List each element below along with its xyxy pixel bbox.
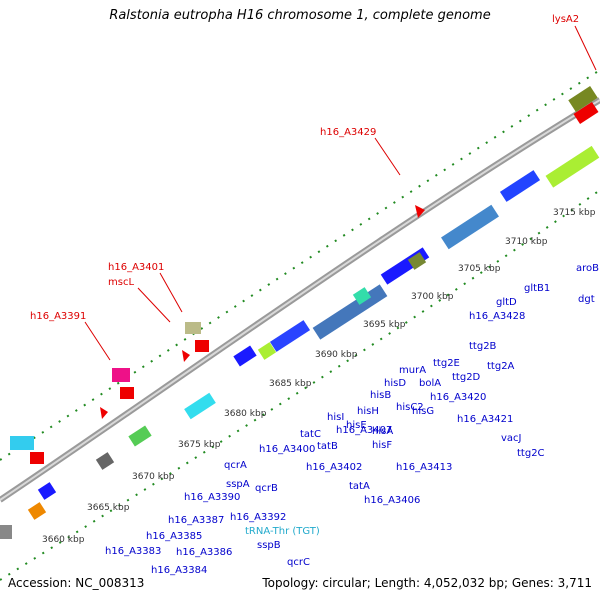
gene-label[interactable]: h16_A3386 <box>176 547 232 558</box>
forward-strand-genes <box>10 86 599 464</box>
gene-label[interactable]: aroB <box>576 263 599 274</box>
scale-label: 3685 kbp <box>269 379 312 389</box>
gene-label[interactable]: h16_A3383 <box>105 546 161 557</box>
gene-label[interactable]: h16_A3413 <box>396 462 452 473</box>
gene-label[interactable]: h16_A3407 <box>336 425 392 436</box>
gene-label[interactable]: ttg2D <box>452 372 481 383</box>
scale-label: 3680 kbp <box>224 409 267 419</box>
map-title: Ralstonia eutropha H16 chromosome 1, com… <box>109 8 491 23</box>
scale-label: 3710 kbp <box>505 237 548 247</box>
gene-label[interactable]: hisB <box>370 390 391 401</box>
gene-label[interactable]: hisC2 <box>396 402 424 413</box>
gene-label[interactable]: hisD <box>384 378 406 389</box>
gene-label[interactable]: qcrA <box>224 460 247 471</box>
scale-label: 3700 kbp <box>411 292 454 302</box>
gene-label[interactable]: hisH <box>357 406 379 417</box>
gene-label[interactable]: ttg2A <box>487 361 515 372</box>
gene-label[interactable]: ttg2B <box>469 341 497 352</box>
gene-label[interactable]: h16_A3401 <box>108 262 164 273</box>
gene-label[interactable]: gltB1 <box>524 283 550 294</box>
gene-label[interactable]: hisG <box>412 406 434 417</box>
gene-label[interactable]: h16_A3429 <box>320 127 376 138</box>
gene-label[interactable]: h16_A3387 <box>168 515 224 526</box>
gene-label[interactable]: tatB <box>317 441 338 452</box>
gene-label[interactable]: hisA <box>372 426 393 437</box>
gene-label[interactable]: h16_A3392 <box>230 512 286 523</box>
chromosome-backbone-highlight <box>0 99 600 501</box>
gene-label[interactable]: tatC <box>300 429 321 440</box>
gene-label[interactable]: hisE <box>346 420 367 431</box>
gene-label[interactable]: lysA2 <box>552 14 579 25</box>
reverse-strand-genes <box>0 145 600 539</box>
trna-label[interactable]: tRNA-Thr (TGT) <box>245 526 320 537</box>
gene-label[interactable]: sspA <box>226 479 250 490</box>
gene-label[interactable]: ttg2E <box>433 358 460 369</box>
gene-label[interactable]: h16_A3421 <box>457 414 513 425</box>
gene-label[interactable]: ttg2C <box>517 448 545 459</box>
gene-label[interactable]: hisI <box>327 412 344 423</box>
gene-label[interactable]: gltD <box>496 297 517 308</box>
gene-label[interactable]: h16_A3400 <box>259 444 315 455</box>
gene-label[interactable]: murA <box>399 365 426 376</box>
scale-label: 3690 kbp <box>315 350 358 360</box>
gene-label[interactable]: hisF <box>372 440 392 451</box>
gene-label[interactable]: sspB <box>257 540 281 551</box>
scale-label: 3715 kbp <box>553 208 596 218</box>
gene-label[interactable]: bolA <box>419 378 441 389</box>
scale-label: 3705 kbp <box>458 264 501 274</box>
gene-label[interactable]: h16_A3385 <box>146 531 202 542</box>
scale-label: 3665 kbp <box>87 503 130 513</box>
gene-label[interactable]: h16_A3390 <box>184 492 240 503</box>
scale-label: 3660 kbp <box>42 535 85 545</box>
accession-text: Accession: NC_008313 <box>8 576 145 590</box>
scale-label: 3675 kbp <box>178 440 221 450</box>
gene-label[interactable]: h16_A3420 <box>430 392 486 403</box>
scale-label: 3670 kbp <box>132 472 175 482</box>
gene-label[interactable]: h16_A3384 <box>151 565 207 576</box>
scale-label: 3695 kbp <box>363 320 406 330</box>
gene-label[interactable]: vacJ <box>501 433 522 444</box>
gene-label[interactable]: h16_A3428 <box>469 311 525 322</box>
gene-label[interactable]: dgt <box>578 294 595 305</box>
gene-label[interactable]: qcrB <box>255 483 278 494</box>
genome-summary-text: Topology: circular; Length: 4,052,032 bp… <box>262 576 592 590</box>
gene-label[interactable]: h16_A3391 <box>30 311 86 322</box>
gene-label[interactable]: h16_A3406 <box>364 495 420 506</box>
gene-label[interactable]: qcrC <box>287 557 310 568</box>
gene-label[interactable]: h16_A3402 <box>306 462 362 473</box>
gene-label[interactable]: mscL <box>108 277 134 288</box>
outer-dotted-guide <box>0 69 600 461</box>
gene-label[interactable]: tatA <box>349 481 370 492</box>
